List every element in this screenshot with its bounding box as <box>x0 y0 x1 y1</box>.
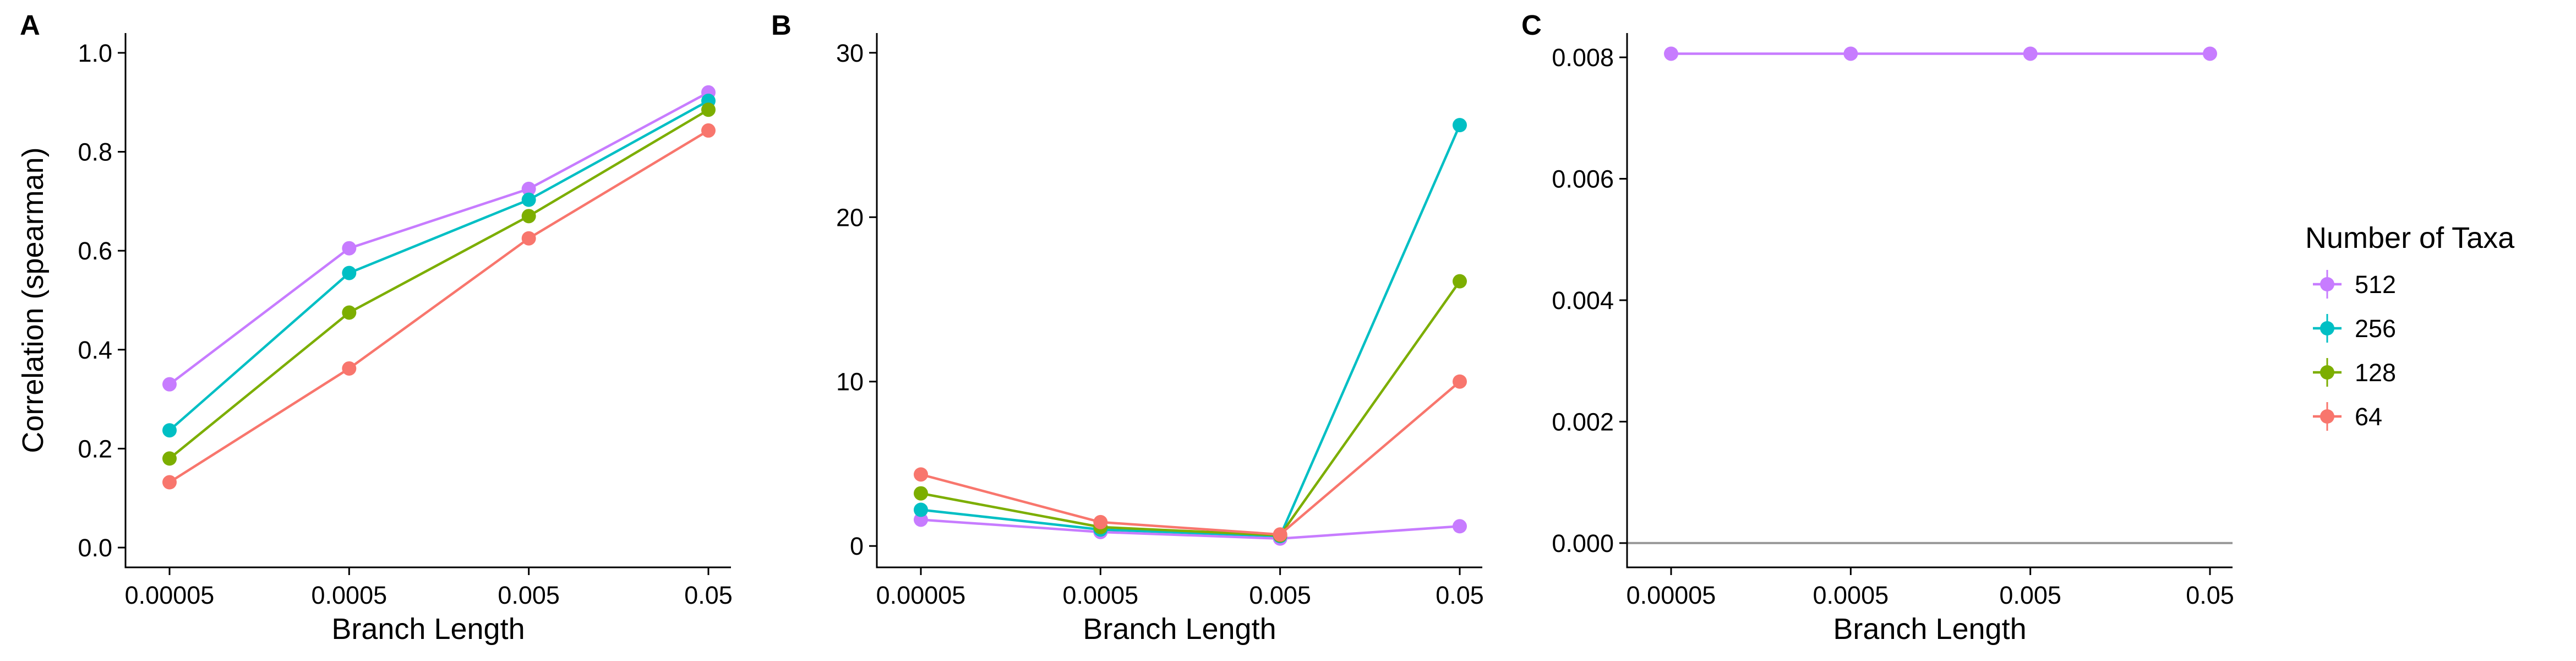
series-64 <box>162 123 716 490</box>
series-256 <box>914 118 1467 544</box>
x-tick-label: 0.00005 <box>876 581 966 609</box>
data-point <box>521 209 536 224</box>
x-axis-title: Branch Length <box>1083 613 1276 646</box>
legend-key-point <box>2320 409 2334 424</box>
legend-label: 64 <box>2355 403 2382 431</box>
series-line <box>168 109 710 460</box>
data-point <box>1453 274 1467 289</box>
series-line <box>920 518 1460 540</box>
y-tick-label: 0.000 <box>1552 529 1614 557</box>
x-tick-label: 0.00005 <box>1627 581 1716 609</box>
panel-letter: C <box>1521 9 1542 41</box>
y-tick-label: 0.8 <box>78 138 112 166</box>
y-tick-label: 0.4 <box>78 336 112 364</box>
data-point <box>521 231 536 246</box>
y-tick-label: 0 <box>850 532 864 560</box>
panel-letter: A <box>20 9 40 41</box>
series-64 <box>914 374 1467 542</box>
series-512 <box>1664 46 2217 61</box>
data-point <box>162 475 177 490</box>
data-point <box>342 266 357 280</box>
x-tick-label: 0.0005 <box>1063 581 1139 609</box>
data-point <box>1453 118 1467 133</box>
data-point <box>521 192 536 207</box>
legend: Number of Taxa 512 256 128 64 <box>2305 221 2515 431</box>
data-point <box>162 451 177 466</box>
x-tick-label: 0.0005 <box>312 581 388 609</box>
panel-a: A 0.0 0.2 0.4 0.6 0.8 1.0 0.00005 0.0005 0.005 0.0… <box>17 9 733 646</box>
legend-label: 256 <box>2355 315 2396 343</box>
series-line <box>168 100 710 431</box>
x-tick-label: 0.05 <box>2186 581 2234 609</box>
data-point <box>1453 374 1467 389</box>
y-tick-label: 20 <box>836 203 864 231</box>
data-point <box>1453 519 1467 534</box>
series-line <box>168 129 710 484</box>
data-point <box>2203 46 2217 61</box>
legend-item: 512 <box>2313 270 2396 299</box>
legend-item: 256 <box>2313 314 2396 343</box>
panel-c: C 0.000 0.002 0.004 0.006 0.008 0.00005 0.0005 0… <box>1521 9 2234 646</box>
series-line <box>920 280 1461 537</box>
data-point <box>914 486 928 501</box>
legend-item: 128 <box>2313 358 2396 387</box>
data-point <box>342 241 357 256</box>
series-line <box>168 91 710 386</box>
legend-label: 128 <box>2355 359 2396 387</box>
x-tick-label: 0.05 <box>684 581 733 609</box>
series-128 <box>914 274 1467 543</box>
data-point <box>914 467 928 482</box>
data-point <box>1664 46 1678 61</box>
data-point <box>162 377 177 392</box>
x-tick-label: 0.00005 <box>125 581 215 609</box>
y-tick-label: 1.0 <box>78 39 112 67</box>
series-512 <box>162 85 716 392</box>
series-line <box>920 124 1461 538</box>
x-tick-label: 0.005 <box>498 581 560 609</box>
data-point <box>2023 46 2038 61</box>
x-tick-label: 0.0005 <box>1813 581 1889 609</box>
legend-item: 64 <box>2313 402 2382 431</box>
legend-title: Number of Taxa <box>2305 221 2515 254</box>
y-tick-label: 0.002 <box>1552 408 1614 436</box>
data-point <box>342 361 357 376</box>
data-point <box>342 305 357 320</box>
panel-b: B 0 10 20 30 0.00005 0.0005 0.005 0.05 Branch Len… <box>771 9 1484 646</box>
series-128 <box>162 102 716 466</box>
y-tick-label: 0.006 <box>1552 165 1614 193</box>
panel-letter: B <box>771 9 792 41</box>
y-tick-label: 30 <box>836 39 864 67</box>
data-point <box>914 502 928 517</box>
x-tick-label: 0.05 <box>1436 581 1484 609</box>
data-point <box>162 423 177 438</box>
legend-key-point <box>2320 365 2334 380</box>
x-axis-title: Branch Length <box>1833 613 2026 646</box>
data-point <box>1273 527 1287 542</box>
legend-key-point <box>2320 321 2334 335</box>
data-point <box>701 102 716 117</box>
data-point <box>701 123 716 138</box>
data-point <box>521 181 536 196</box>
y-tick-label: 0.6 <box>78 237 112 265</box>
data-point <box>1093 514 1108 529</box>
x-tick-label: 0.005 <box>1249 581 1311 609</box>
x-tick-label: 0.005 <box>1999 581 2061 609</box>
legend-label: 512 <box>2355 270 2396 299</box>
data-point <box>1843 46 1858 61</box>
y-axis-title: Correlation (spearman) <box>17 147 50 453</box>
y-tick-label: 0.2 <box>78 435 112 463</box>
legend-key-point <box>2320 277 2334 291</box>
y-tick-label: 0.004 <box>1552 286 1614 315</box>
x-axis-title: Branch Length <box>331 613 525 646</box>
data-point <box>914 512 928 527</box>
y-tick-label: 0.008 <box>1552 44 1614 72</box>
y-tick-label: 0.0 <box>78 534 112 562</box>
series-line <box>920 381 1461 536</box>
y-tick-label: 10 <box>836 368 864 396</box>
